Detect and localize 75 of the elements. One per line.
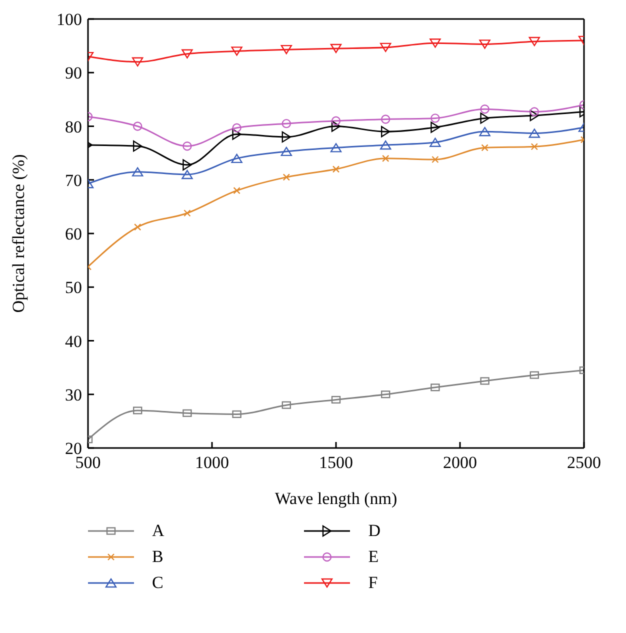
point [280,44,292,54]
y-tick-label: 50 [65,278,82,298]
point [331,120,341,132]
point [430,138,441,147]
y-tick-label: 80 [65,117,82,136]
point [480,112,490,124]
x-tick-label: 2000 [443,453,477,472]
point [332,166,340,173]
point [481,144,488,152]
x-tick-label: 1500 [319,453,353,472]
point [381,126,390,138]
point [331,116,341,126]
point [479,127,490,136]
point [233,187,240,194]
point [182,49,193,58]
legend-label: D [368,521,381,541]
x-tick-label: 2500 [567,453,601,472]
point [380,42,392,52]
y-tick-label: 100 [56,10,82,30]
point [381,390,390,398]
x-axis-title: Wave length (nm) [274,489,398,508]
point [134,223,142,231]
point [528,128,540,138]
x-tick-label: 500 [75,453,101,472]
point [232,128,242,140]
point [182,409,192,417]
point [133,122,142,131]
point [382,154,390,162]
point [430,114,440,123]
y-tick-label: 40 [65,332,82,351]
legend-label: E [368,547,379,567]
point [430,384,440,392]
point [182,170,193,180]
point [480,377,490,385]
y-tick-label: 90 [65,64,82,83]
y-axis-title: Optical reflectance (%) [9,154,28,313]
point [330,44,342,54]
point [232,410,242,418]
point [133,140,142,152]
point [530,371,539,379]
point [182,159,192,170]
point [232,123,242,132]
point [282,131,291,143]
legend-label: A [152,521,164,541]
point [331,396,341,404]
point [380,140,392,150]
point [432,156,439,164]
point [430,122,440,133]
y-tick-label: 60 [65,224,82,244]
point [132,57,144,66]
point [184,210,191,217]
point [530,143,538,150]
x-tick-label: 1000 [195,453,229,472]
point [430,38,441,48]
point [133,406,142,414]
y-tick-label: 30 [65,385,82,404]
point [231,154,242,164]
point [231,46,242,56]
point [330,143,342,152]
point [480,104,490,114]
legend-label: C [152,573,164,593]
point [528,36,540,46]
point [282,174,290,181]
point [182,141,192,151]
point [381,114,390,124]
point [282,118,291,128]
legend-label: F [368,573,378,593]
point [530,110,539,122]
point [280,146,292,156]
point [530,107,539,116]
point [282,401,291,409]
y-tick-label: 70 [65,170,82,190]
point [479,40,490,49]
point [132,167,144,176]
legend-label: B [152,547,164,567]
